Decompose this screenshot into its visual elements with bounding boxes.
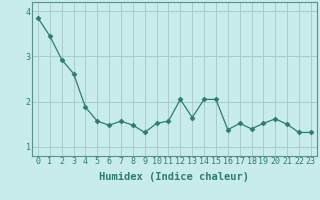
X-axis label: Humidex (Indice chaleur): Humidex (Indice chaleur)	[100, 172, 249, 182]
